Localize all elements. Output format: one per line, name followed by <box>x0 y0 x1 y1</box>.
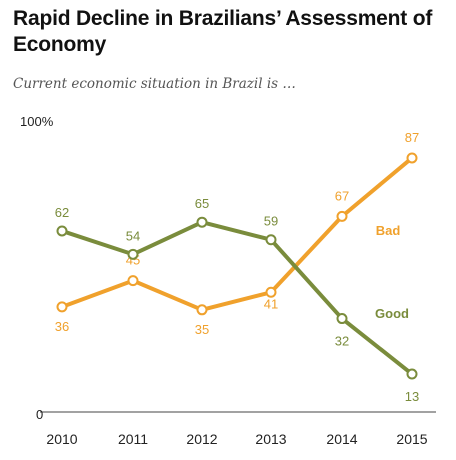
chart-title: Rapid Decline in Brazilians’ Assessment … <box>13 7 433 56</box>
data-point <box>127 275 139 287</box>
data-point <box>265 286 277 298</box>
data-point <box>56 225 68 237</box>
x-tick-label: 2011 <box>118 431 148 447</box>
data-point <box>336 210 348 222</box>
data-point <box>336 313 348 325</box>
data-point <box>56 301 68 313</box>
data-label: 62 <box>55 205 69 220</box>
data-label: 67 <box>335 188 349 203</box>
data-label: 36 <box>55 319 69 334</box>
data-label: 65 <box>195 196 209 211</box>
data-label: 87 <box>405 130 419 145</box>
x-tick-label: 2014 <box>326 431 357 447</box>
series-good: 62 54 65 59 32 13 Good <box>55 196 419 404</box>
x-tick-label: 2010 <box>46 431 77 447</box>
data-label: 54 <box>126 228 140 243</box>
data-label: 35 <box>195 322 209 337</box>
y-tick-label-bottom: 0 <box>36 407 43 422</box>
data-label: 59 <box>264 214 278 229</box>
x-tick-labels: 2010 2011 2012 2013 2014 2015 <box>46 431 427 447</box>
data-point <box>196 216 208 228</box>
y-tick-label-top: 100% <box>20 114 54 129</box>
data-point <box>265 234 277 246</box>
data-point <box>127 248 139 260</box>
data-point <box>406 152 418 164</box>
x-tick-label: 2012 <box>186 431 217 447</box>
data-point <box>196 304 208 316</box>
series-line-good <box>60 220 414 377</box>
data-label: 32 <box>335 334 349 349</box>
x-tick-label: 2015 <box>396 431 427 447</box>
x-tick-label: 2013 <box>255 431 286 447</box>
chart-subtitle: Current economic situation in Brazil is … <box>13 76 296 92</box>
series-label-good: Good <box>375 306 409 321</box>
series-label-bad: Bad <box>376 223 401 238</box>
data-point <box>406 368 418 380</box>
series-line-bad <box>60 155 414 312</box>
data-label: 13 <box>405 389 419 404</box>
data-label: 41 <box>264 296 278 311</box>
